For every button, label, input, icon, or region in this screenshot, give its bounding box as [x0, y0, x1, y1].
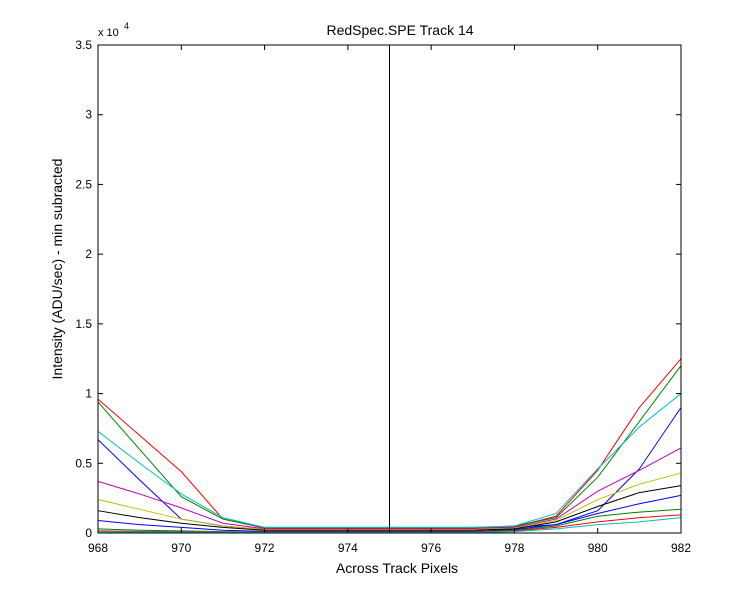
y-tick-label: 3.5 — [75, 38, 92, 52]
y-tick-label: 2 — [85, 247, 92, 261]
y-tick-label: 2.5 — [75, 177, 92, 191]
plot-frame — [97, 44, 682, 534]
x-tick-label: 976 — [421, 541, 441, 555]
x-axis-label: Across Track Pixels — [336, 560, 458, 576]
x-tick-label: 980 — [588, 541, 608, 555]
y-axis-label: Intensity (ADU/sec) - min subracted — [49, 159, 65, 380]
x-tick-label: 978 — [504, 541, 524, 555]
y-tick-label: 0.5 — [75, 456, 92, 470]
y-tick-label: 3 — [85, 108, 92, 122]
y-exponent-power: 4 — [124, 21, 129, 31]
x-tick-label: 970 — [171, 541, 191, 555]
y-axis-ticks: 0 0.5 1 1.5 2 2.5 3 3.5 — [75, 38, 681, 540]
x-axis-ticks: 968 970 972 974 976 978 980 982 — [88, 45, 691, 555]
chart-title: RedSpec.SPE Track 14 — [326, 22, 473, 38]
x-tick-label: 974 — [338, 541, 358, 555]
x-tick-label: 972 — [255, 541, 275, 555]
y-exponent-base: x 10 — [98, 27, 119, 39]
y-tick-label: 1.5 — [75, 317, 92, 331]
x-tick-label: 968 — [88, 541, 108, 555]
y-tick-label: 0 — [85, 526, 92, 540]
y-tick-label: 1 — [85, 387, 92, 401]
x-tick-label: 982 — [671, 541, 691, 555]
